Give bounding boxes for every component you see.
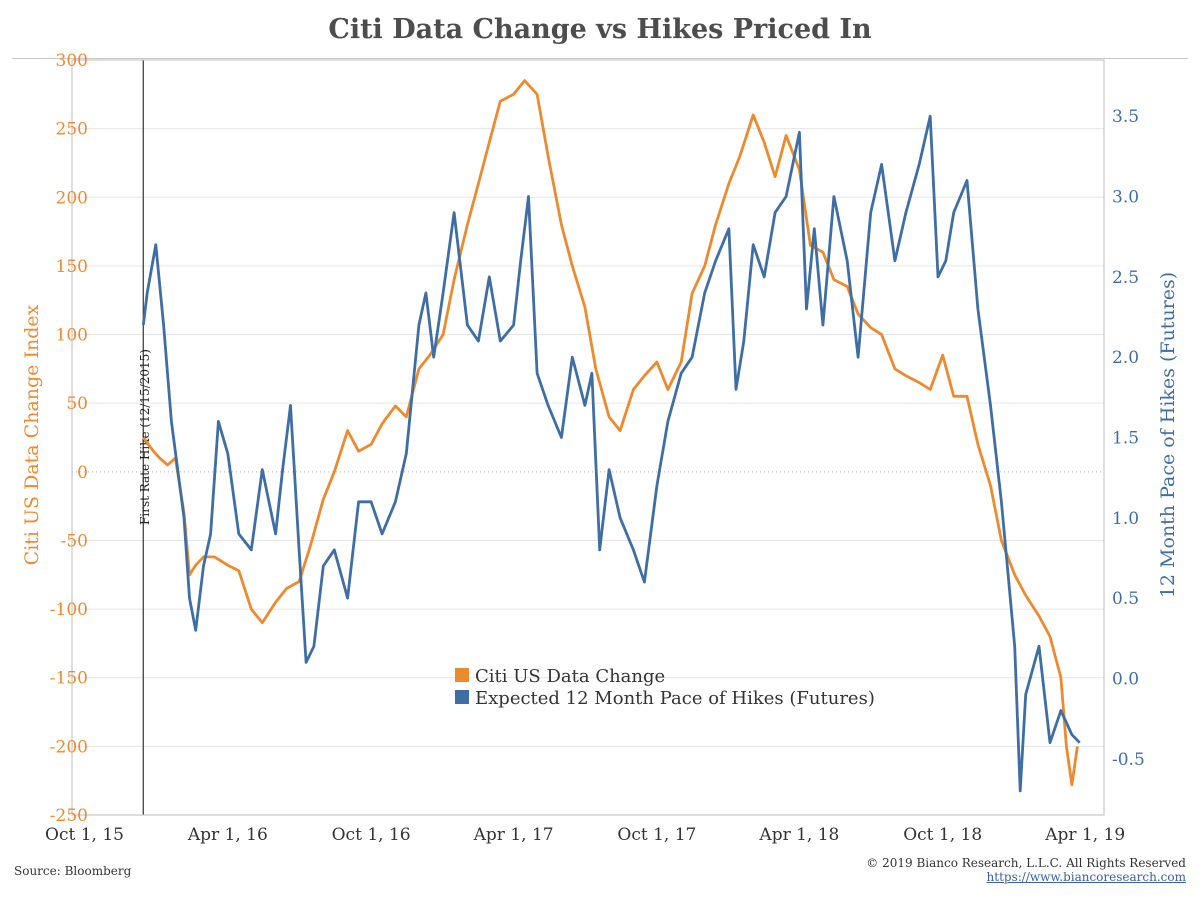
x-tick-label: Oct 1, 15 <box>45 825 124 845</box>
chart-title: Citi Data Change vs Hikes Priced In <box>328 14 872 45</box>
legend-label: Expected 12 Month Pace of Hikes (Futures… <box>475 688 875 709</box>
y-left-tick-label: -250 <box>50 806 88 826</box>
x-tick-label: Apr 1, 19 <box>1044 825 1125 845</box>
y-left-axis-label: Citi US Data Change Index <box>21 304 43 565</box>
y-right-axis-label: 12 Month Pace of Hikes (Futures) <box>1157 272 1179 598</box>
series-line-citi-us-data-change <box>142 79 1079 787</box>
y-right-tick-label: 2.5 <box>1112 268 1139 288</box>
legend-swatch <box>455 668 469 682</box>
source-note: Source: Bloomberg <box>14 864 132 878</box>
copyright-block: © 2019 Bianco Research, L.L.C. All Right… <box>866 856 1186 884</box>
y-left-tick-label: 250 <box>56 120 88 140</box>
x-tick-label: Apr 1, 18 <box>758 825 839 845</box>
y-left-tick-label: 150 <box>56 257 88 277</box>
y-left-tick-label: 100 <box>56 326 88 346</box>
y-right-tick-label: -0.5 <box>1112 750 1145 770</box>
y-right-tick-label: 1.0 <box>1112 509 1139 529</box>
copyright-text: © 2019 Bianco Research, L.L.C. All Right… <box>866 856 1186 870</box>
plot-frame <box>71 59 1105 816</box>
series-lines <box>141 79 1081 793</box>
y-right-tick-label: 3.0 <box>1112 188 1139 208</box>
y-left-tick-label: -200 <box>50 737 88 757</box>
y-left-tick-label: 200 <box>56 188 88 208</box>
y-right-tick-label: 1.5 <box>1112 429 1139 449</box>
y-right-tick-label: 3.5 <box>1112 107 1139 127</box>
x-tick-label: Apr 1, 17 <box>473 825 554 845</box>
y-left-tick-label: 0 <box>77 463 88 483</box>
first-rate-hike-label: First Rate Hike (12/15/2015) <box>138 349 152 525</box>
y-left-tick-label: -150 <box>50 669 88 689</box>
x-tick-label: Oct 1, 16 <box>332 825 411 845</box>
x-tick-label: Oct 1, 18 <box>903 825 982 845</box>
series-line-expected-hikes <box>141 114 1081 793</box>
legend-swatch <box>455 690 469 704</box>
website-link[interactable]: https://www.biancoresearch.com <box>986 870 1186 884</box>
x-tick-label: Oct 1, 17 <box>617 825 696 845</box>
y-left-tick-label: 50 <box>66 394 88 414</box>
y-right-tick-label: 0.0 <box>1112 669 1139 689</box>
axes: 300 250 200 150 100 50 0 -50 -100 -150 -200 -250 3.5… <box>21 51 1179 845</box>
x-tick-label: Apr 1, 16 <box>187 825 268 845</box>
y-left-tick-label: 300 <box>56 51 88 71</box>
y-right-tick-label: 0.5 <box>1112 589 1139 609</box>
y-left-tick-label: -100 <box>50 600 88 620</box>
y-right-tick-label: 2.0 <box>1112 348 1139 368</box>
y-left-tick-label: -50 <box>61 531 88 551</box>
title-divider <box>12 58 1188 59</box>
legend-label: Citi US Data Change <box>475 666 665 687</box>
